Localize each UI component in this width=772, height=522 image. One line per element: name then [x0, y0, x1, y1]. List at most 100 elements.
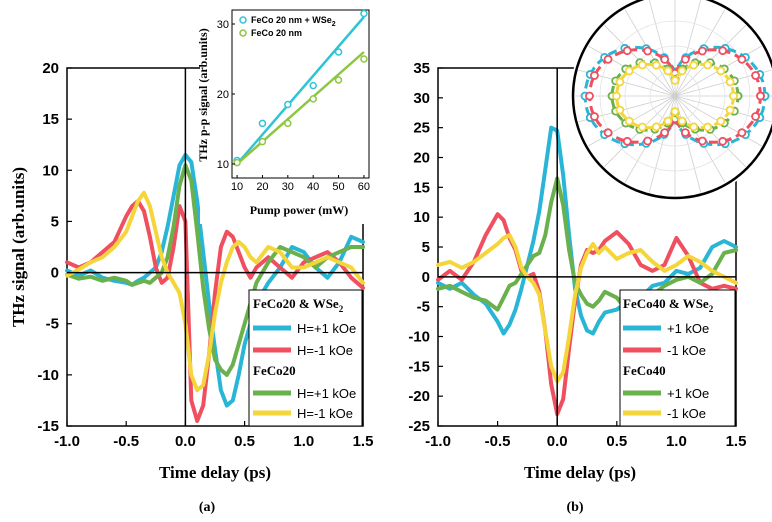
- panel-b: -1.0 -0.5 0.0 0.5 1.0 1.5 -25 -20 -15 -10 -5 0 5 10 15…: [408, 0, 772, 515]
- inset-y-tick-label: 10: [217, 159, 229, 171]
- polar-point-red: [751, 71, 760, 80]
- polar-point-red: [751, 112, 760, 121]
- polar-point-yellow: [615, 77, 625, 87]
- polar-point-red: [590, 112, 599, 121]
- panel-a-axes: -1.0 -0.5 0.0 0.5 1.0 1.5 -15 -10 -5 0 5 10 15 20: [37, 60, 373, 450]
- polar-point-yellow: [651, 122, 661, 132]
- inset-point-inset_green: [233, 158, 241, 167]
- y-tick-label: -5: [417, 299, 430, 316]
- panel-a: -1.0 -0.5 0.0 0.5 1.0 1.5 -15 -10 -5 0 5 10 15 20 THz…: [9, 2, 375, 515]
- y-tick-label: -10: [37, 367, 59, 384]
- x-tick-label: 1.0: [293, 433, 314, 450]
- legend-a-label-red: H=-1 kOe: [297, 343, 353, 358]
- x-tick-label: 1.5: [353, 433, 374, 450]
- x-tick-label: 1.0: [666, 433, 687, 450]
- inset-x-tick-label: 50: [332, 181, 344, 193]
- polar-point-red: [643, 136, 653, 146]
- x-tick-label: 0.5: [234, 433, 255, 450]
- polar-point-yellow: [677, 116, 687, 126]
- polar-point-red: [737, 128, 747, 138]
- polar-point-yellow: [624, 66, 634, 76]
- x-tick-label: -1.0: [425, 433, 451, 450]
- inset-a-legend: FeCo 20 nm + WSe2 FeCo 20 nm: [239, 15, 336, 38]
- inset-a-legend-marker-cyan: [239, 16, 247, 24]
- inset-point-inset_green: [309, 95, 317, 103]
- inset-point-inset_cyan: [334, 48, 343, 56]
- y-tick-label: -5: [46, 316, 59, 333]
- legend-a-box: [248, 289, 363, 427]
- y-tick-label: -25: [408, 418, 430, 435]
- x-tick-label: -0.5: [113, 433, 139, 450]
- series-line-yellow: [65, 190, 365, 393]
- polar-grid-ring: [599, 20, 751, 172]
- panel-b-legend: FeCo40 & WSe2 +1 kOe -1 kOe FeCo40 +1 kO…: [619, 289, 736, 427]
- inset-point-inset_green: [360, 55, 368, 63]
- polar-point-red: [622, 46, 632, 56]
- y-tick-label: 15: [413, 179, 430, 196]
- polar-point-yellow: [729, 91, 738, 101]
- polar-point-yellow: [716, 66, 726, 76]
- legend-a-label-green: H=+1 kOe: [297, 386, 356, 401]
- panel-b-polar-inset: [570, 0, 772, 201]
- inset-point-inset_green: [258, 137, 267, 146]
- inset-a-ylabel: THz p-p signal (arb.units): [196, 28, 210, 161]
- y-tick-label: 30: [413, 90, 430, 107]
- inset-fit-line-inset_cyan: [236, 16, 365, 165]
- y-tick-label: 10: [42, 162, 59, 179]
- panel-b-axes: -1.0 -0.5 0.0 0.5 1.0 1.5 -25 -20 -15 -10 -5 0 5 10 15…: [408, 60, 746, 450]
- polar-point-yellow: [670, 107, 680, 116]
- legend-a-label-blue: H=+1 kOe: [297, 321, 356, 336]
- legend-a-group2-title: FeCo20: [253, 363, 296, 378]
- inset-x-tick-label: 60: [358, 181, 370, 193]
- polar-point-red: [697, 136, 707, 146]
- polar-point-yellow: [637, 60, 647, 70]
- polar-point-yellow: [703, 60, 713, 70]
- polar-point-yellow: [637, 122, 647, 132]
- inset-y-tick-label: 20: [217, 89, 229, 101]
- polar-point-red: [660, 128, 670, 137]
- y-tick-label: 15: [42, 111, 59, 128]
- series-line-green: [65, 163, 365, 377]
- series-line-red: [65, 199, 365, 423]
- polar-inset-outline: [571, 0, 772, 200]
- polar-point-red: [603, 128, 613, 138]
- polar-point-red: [590, 71, 599, 80]
- legend-a-label-yellow: H=-1 kOe: [297, 406, 353, 421]
- polar-point-yellow: [677, 66, 687, 76]
- legend-b-box: [619, 289, 736, 427]
- polar-plot: [575, 0, 772, 196]
- polar-point-yellow: [663, 66, 673, 76]
- panel-b-xlabel: Time delay (ps): [524, 463, 636, 482]
- x-tick-label: -1.0: [54, 433, 80, 450]
- polar-point-yellow: [615, 105, 625, 115]
- legend-b-label-yellow: -1 kOe: [667, 406, 706, 421]
- polar-point-red: [718, 136, 728, 146]
- x-tick-label: 0.0: [175, 433, 196, 450]
- panel-a-xlabel: Time delay (ps): [159, 463, 271, 482]
- inset-point-inset_green: [284, 119, 292, 128]
- panel-a-caption: (a): [199, 500, 216, 515]
- polar-point-red: [697, 46, 707, 56]
- y-tick-label: 25: [413, 120, 430, 137]
- polar-point-yellow: [612, 91, 621, 101]
- polar-point-yellow: [689, 122, 699, 132]
- polar-point-yellow: [725, 105, 735, 115]
- panel-a-series: [65, 152, 365, 423]
- inset-a-plot: 10 20 30 40 50 60 10 20 30: [217, 9, 370, 193]
- inset-a-xlabel: Pump power (mW): [250, 203, 348, 217]
- x-tick-label: 1.5: [726, 433, 747, 450]
- polar-point-red: [643, 46, 653, 56]
- legend-b-label-red: -1 kOe: [667, 343, 706, 358]
- y-tick-label: -10: [408, 329, 430, 346]
- series-line-green: [436, 176, 738, 315]
- panel-a-ylabel: THz signal (arb.units): [9, 167, 28, 327]
- polar-point-yellow: [624, 116, 634, 126]
- panel-a-legend: FeCo20 & WSe2 H=+1 kOe H=-1 kOe FeCo20 H…: [248, 289, 363, 427]
- polar-point-red: [680, 55, 690, 64]
- legend-b-group2-title: FeCo40: [623, 363, 666, 378]
- inset-x-tick-label: 30: [282, 181, 294, 193]
- inset-a-legend-marker-green: [239, 29, 247, 37]
- x-tick-label: -0.5: [485, 433, 511, 450]
- x-tick-label: 0.0: [547, 433, 568, 450]
